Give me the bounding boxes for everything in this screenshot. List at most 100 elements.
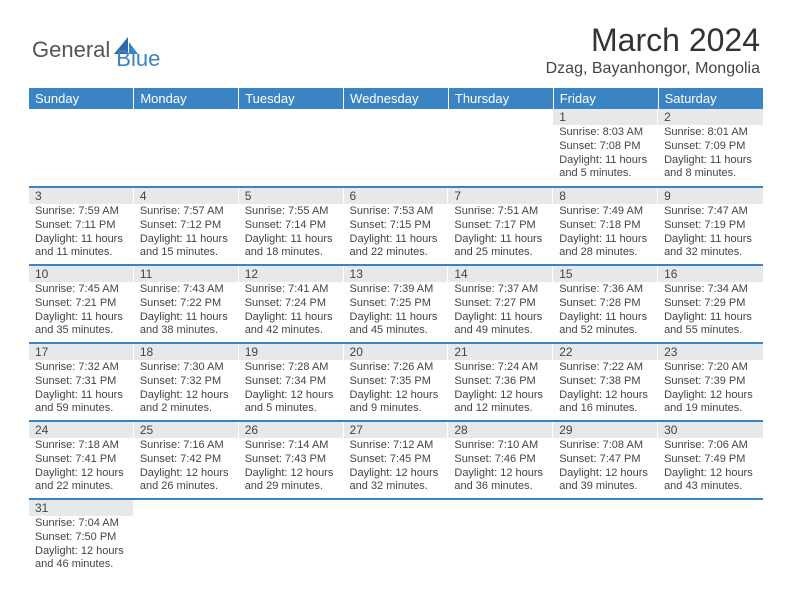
day-details: Sunrise: 7:45 AMSunset: 7:21 PMDaylight:… <box>29 282 134 342</box>
calendar-week-row: 3Sunrise: 7:59 AMSunset: 7:11 PMDaylight… <box>29 187 763 265</box>
day-number: 25 <box>134 422 239 438</box>
header: General Blue March 2024 Dzag, Bayanhongo… <box>0 0 792 82</box>
calendar-day-cell <box>448 109 553 187</box>
weekday-header: Saturday <box>658 88 763 109</box>
weekday-header: Monday <box>134 88 239 109</box>
sunrise-text: Sunrise: 7:30 AM <box>140 361 233 375</box>
sunrise-text: Sunrise: 7:36 AM <box>559 283 652 297</box>
calendar-day-cell: 9Sunrise: 7:47 AMSunset: 7:19 PMDaylight… <box>658 187 763 265</box>
calendar-day-cell: 19Sunrise: 7:28 AMSunset: 7:34 PMDayligh… <box>239 343 344 421</box>
day-number: 15 <box>553 266 658 282</box>
day-details: Sunrise: 7:49 AMSunset: 7:18 PMDaylight:… <box>553 204 658 264</box>
day-details: Sunrise: 7:28 AMSunset: 7:34 PMDaylight:… <box>239 360 344 420</box>
calendar-day-cell: 28Sunrise: 7:10 AMSunset: 7:46 PMDayligh… <box>448 421 553 499</box>
calendar-day-cell: 14Sunrise: 7:37 AMSunset: 7:27 PMDayligh… <box>448 265 553 343</box>
daylight-text: Daylight: 12 hours and 43 minutes. <box>664 467 757 495</box>
day-details: Sunrise: 8:01 AMSunset: 7:09 PMDaylight:… <box>658 125 763 185</box>
day-details: Sunrise: 7:57 AMSunset: 7:12 PMDaylight:… <box>134 204 239 264</box>
sunset-text: Sunset: 7:14 PM <box>245 219 338 233</box>
sunrise-text: Sunrise: 8:01 AM <box>664 126 757 140</box>
weekday-header-row: Sunday Monday Tuesday Wednesday Thursday… <box>29 88 763 109</box>
calendar-day-cell <box>134 499 239 577</box>
day-details: Sunrise: 7:18 AMSunset: 7:41 PMDaylight:… <box>29 438 134 498</box>
calendar-day-cell <box>134 109 239 187</box>
day-number <box>134 500 239 502</box>
calendar-day-cell: 30Sunrise: 7:06 AMSunset: 7:49 PMDayligh… <box>658 421 763 499</box>
day-number: 20 <box>344 344 449 360</box>
daylight-text: Daylight: 11 hours and 15 minutes. <box>140 233 233 261</box>
daylight-text: Daylight: 11 hours and 59 minutes. <box>35 389 128 417</box>
daylight-text: Daylight: 11 hours and 32 minutes. <box>664 233 757 261</box>
calendar-day-cell: 26Sunrise: 7:14 AMSunset: 7:43 PMDayligh… <box>239 421 344 499</box>
day-number: 13 <box>344 266 449 282</box>
daylight-text: Daylight: 12 hours and 36 minutes. <box>454 467 547 495</box>
day-number: 7 <box>448 188 553 204</box>
sunrise-text: Sunrise: 7:26 AM <box>350 361 443 375</box>
day-number: 21 <box>448 344 553 360</box>
location: Dzag, Bayanhongor, Mongolia <box>546 60 760 78</box>
day-details: Sunrise: 7:24 AMSunset: 7:36 PMDaylight:… <box>448 360 553 420</box>
sunrise-text: Sunrise: 7:34 AM <box>664 283 757 297</box>
calendar-day-cell: 2Sunrise: 8:01 AMSunset: 7:09 PMDaylight… <box>658 109 763 187</box>
sunset-text: Sunset: 7:11 PM <box>35 219 128 233</box>
sunset-text: Sunset: 7:32 PM <box>140 375 233 389</box>
daylight-text: Daylight: 11 hours and 25 minutes. <box>454 233 547 261</box>
day-number: 14 <box>448 266 553 282</box>
day-number: 18 <box>134 344 239 360</box>
day-number <box>344 500 449 502</box>
daylight-text: Daylight: 12 hours and 16 minutes. <box>559 389 652 417</box>
sunrise-text: Sunrise: 7:28 AM <box>245 361 338 375</box>
calendar-week-row: 10Sunrise: 7:45 AMSunset: 7:21 PMDayligh… <box>29 265 763 343</box>
sunrise-text: Sunrise: 7:20 AM <box>664 361 757 375</box>
sunrise-text: Sunrise: 7:18 AM <box>35 439 128 453</box>
daylight-text: Daylight: 11 hours and 45 minutes. <box>350 311 443 339</box>
day-number: 31 <box>29 500 134 516</box>
day-details: Sunrise: 7:47 AMSunset: 7:19 PMDaylight:… <box>658 204 763 264</box>
calendar-day-cell: 1Sunrise: 8:03 AMSunset: 7:08 PMDaylight… <box>553 109 658 187</box>
calendar-day-cell <box>29 109 134 187</box>
sunrise-text: Sunrise: 7:10 AM <box>454 439 547 453</box>
day-number <box>448 109 553 111</box>
daylight-text: Daylight: 11 hours and 52 minutes. <box>559 311 652 339</box>
day-number: 17 <box>29 344 134 360</box>
calendar-day-cell: 3Sunrise: 7:59 AMSunset: 7:11 PMDaylight… <box>29 187 134 265</box>
day-number: 4 <box>134 188 239 204</box>
sunrise-text: Sunrise: 7:51 AM <box>454 205 547 219</box>
daylight-text: Daylight: 12 hours and 19 minutes. <box>664 389 757 417</box>
calendar-week-row: 1Sunrise: 8:03 AMSunset: 7:08 PMDaylight… <box>29 109 763 187</box>
sunrise-text: Sunrise: 7:16 AM <box>140 439 233 453</box>
day-number <box>134 109 239 111</box>
calendar-day-cell: 11Sunrise: 7:43 AMSunset: 7:22 PMDayligh… <box>134 265 239 343</box>
daylight-text: Daylight: 12 hours and 5 minutes. <box>245 389 338 417</box>
daylight-text: Daylight: 12 hours and 26 minutes. <box>140 467 233 495</box>
day-details: Sunrise: 7:06 AMSunset: 7:49 PMDaylight:… <box>658 438 763 498</box>
sunset-text: Sunset: 7:50 PM <box>35 531 128 545</box>
daylight-text: Daylight: 11 hours and 8 minutes. <box>664 154 757 182</box>
daylight-text: Daylight: 11 hours and 18 minutes. <box>245 233 338 261</box>
day-details: Sunrise: 7:14 AMSunset: 7:43 PMDaylight:… <box>239 438 344 498</box>
day-details: Sunrise: 7:53 AMSunset: 7:15 PMDaylight:… <box>344 204 449 264</box>
day-details: Sunrise: 7:36 AMSunset: 7:28 PMDaylight:… <box>553 282 658 342</box>
day-number: 22 <box>553 344 658 360</box>
calendar-day-cell: 25Sunrise: 7:16 AMSunset: 7:42 PMDayligh… <box>134 421 239 499</box>
day-number: 19 <box>239 344 344 360</box>
calendar-day-cell: 27Sunrise: 7:12 AMSunset: 7:45 PMDayligh… <box>344 421 449 499</box>
sunrise-text: Sunrise: 8:03 AM <box>559 126 652 140</box>
day-number <box>239 109 344 111</box>
day-number: 1 <box>553 109 658 125</box>
calendar-grid: Sunday Monday Tuesday Wednesday Thursday… <box>29 88 763 577</box>
day-number: 30 <box>658 422 763 438</box>
calendar-day-cell: 8Sunrise: 7:49 AMSunset: 7:18 PMDaylight… <box>553 187 658 265</box>
day-number: 9 <box>658 188 763 204</box>
month-title: March 2024 <box>546 22 760 59</box>
sunset-text: Sunset: 7:31 PM <box>35 375 128 389</box>
calendar-day-cell: 21Sunrise: 7:24 AMSunset: 7:36 PMDayligh… <box>448 343 553 421</box>
sunset-text: Sunset: 7:19 PM <box>664 219 757 233</box>
sunset-text: Sunset: 7:49 PM <box>664 453 757 467</box>
day-details: Sunrise: 7:10 AMSunset: 7:46 PMDaylight:… <box>448 438 553 498</box>
day-number: 27 <box>344 422 449 438</box>
day-number: 26 <box>239 422 344 438</box>
weekday-header: Friday <box>553 88 658 109</box>
day-details: Sunrise: 7:55 AMSunset: 7:14 PMDaylight:… <box>239 204 344 264</box>
day-details: Sunrise: 7:41 AMSunset: 7:24 PMDaylight:… <box>239 282 344 342</box>
